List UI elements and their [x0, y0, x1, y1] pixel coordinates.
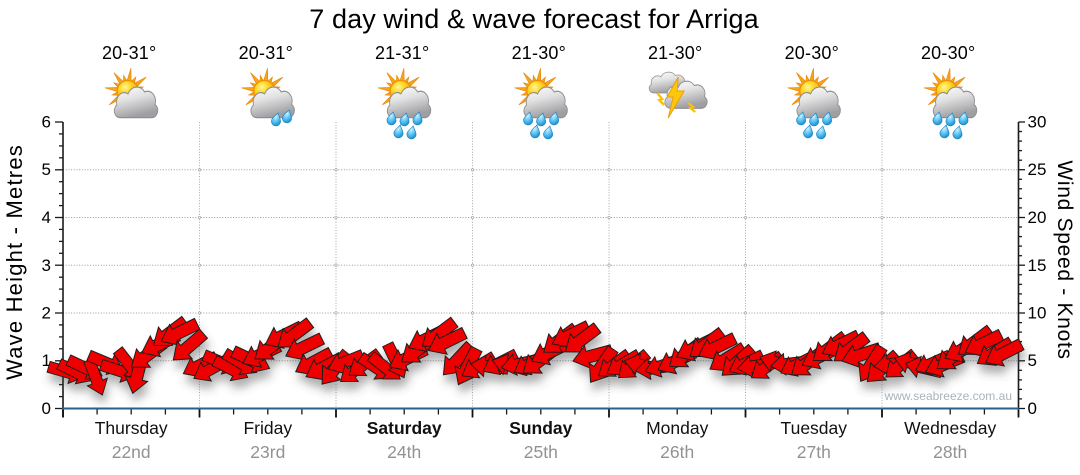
svg-text:Sunday: Sunday — [509, 418, 572, 438]
svg-text:Friday: Friday — [243, 418, 292, 438]
svg-text:20: 20 — [1028, 208, 1047, 227]
svg-text:24th: 24th — [387, 442, 421, 462]
svg-text:26th: 26th — [660, 442, 694, 462]
svg-text:6: 6 — [42, 113, 51, 132]
svg-text:4: 4 — [42, 208, 51, 227]
svg-text:23rd: 23rd — [250, 442, 285, 462]
svg-text:Wave Height - Metres: Wave Height - Metres — [2, 144, 27, 380]
svg-text:Wind Speed - Knots: Wind Speed - Knots — [1053, 160, 1076, 359]
svg-text:21-30°: 21-30° — [648, 43, 702, 63]
svg-text:5: 5 — [42, 160, 51, 179]
svg-text:20-31°: 20-31° — [102, 43, 156, 63]
svg-text:22nd: 22nd — [112, 442, 151, 462]
svg-text:30: 30 — [1028, 113, 1047, 132]
svg-text:15: 15 — [1028, 256, 1047, 275]
svg-text:25: 25 — [1028, 160, 1047, 179]
svg-text:3: 3 — [42, 256, 51, 275]
svg-text:2: 2 — [42, 304, 51, 323]
svg-text:20-30°: 20-30° — [921, 43, 975, 63]
svg-text:www.seabreeze.com.au: www.seabreeze.com.au — [884, 389, 1012, 403]
svg-text:20-30°: 20-30° — [785, 43, 839, 63]
svg-text:Monday: Monday — [646, 418, 709, 438]
svg-text:5: 5 — [1028, 351, 1037, 370]
svg-text:21-30°: 21-30° — [512, 43, 566, 63]
svg-text:7 day wind & wave forecast for: 7 day wind & wave forecast for Arriga — [309, 4, 759, 34]
svg-text:1: 1 — [42, 351, 51, 370]
svg-text:21-31°: 21-31° — [375, 43, 429, 63]
svg-text:0: 0 — [1028, 399, 1037, 418]
svg-text:10: 10 — [1028, 304, 1047, 323]
svg-text:Thursday: Thursday — [95, 418, 168, 438]
svg-text:0: 0 — [42, 399, 51, 418]
svg-text:27th: 27th — [797, 442, 831, 462]
svg-text:28th: 28th — [933, 442, 967, 462]
svg-text:Wednesday: Wednesday — [904, 418, 996, 438]
svg-text:20-31°: 20-31° — [239, 43, 293, 63]
svg-text:Tuesday: Tuesday — [781, 418, 848, 438]
svg-text:25th: 25th — [524, 442, 558, 462]
svg-text:Saturday: Saturday — [367, 418, 442, 438]
